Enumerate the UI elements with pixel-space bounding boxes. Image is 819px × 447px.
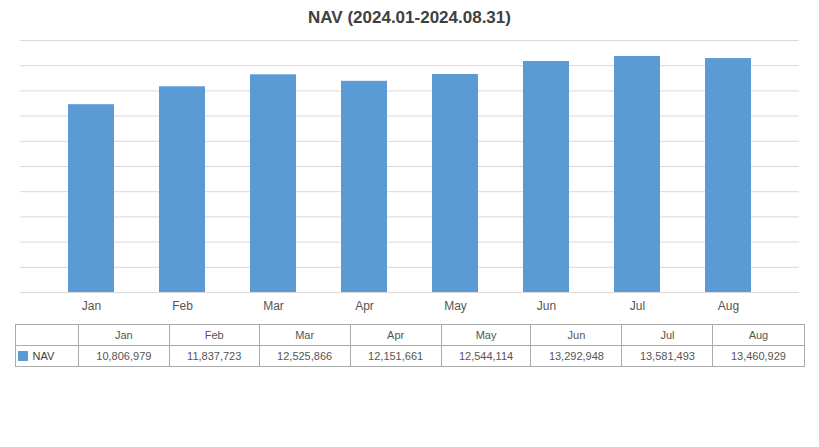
html-text:May: May: [475, 329, 497, 341]
html-text:NAV (2024.01-2024.08.31): NAV (2024.01-2024.08.31): [308, 8, 511, 27]
svg-text:Jul: Jul: [630, 299, 645, 313]
svg-text:May: May: [444, 299, 467, 313]
html-text:13,292,948: 13,292,948: [548, 350, 604, 362]
html-text:12,525,866: 12,525,866: [277, 350, 333, 362]
html-text:Mar: Mar: [295, 329, 315, 341]
svg-text:Jun: Jun: [537, 299, 556, 313]
html-text:Aug: Aug: [748, 329, 769, 341]
html-text:13,581,493: 13,581,493: [639, 350, 695, 362]
html-text:Jul: Jul: [660, 329, 675, 341]
svg-text:Apr: Apr: [355, 299, 374, 313]
html-text:Jun: Jun: [567, 329, 586, 341]
html-text:NAV: NAV: [32, 350, 55, 362]
html-text:12,544,114: 12,544,114: [458, 350, 514, 362]
html-text:Feb: Feb: [204, 329, 224, 341]
svg-text:Aug: Aug: [718, 299, 739, 313]
svg-text:Jan: Jan: [82, 299, 101, 313]
html-text:13,460,929: 13,460,929: [730, 350, 786, 362]
html-text:10,806,979: 10,806,979: [96, 350, 152, 362]
svg-text:Feb: Feb: [172, 299, 193, 313]
svg-text:Mar: Mar: [263, 299, 284, 313]
html-text:Apr: Apr: [387, 329, 405, 341]
html-text:11,837,723: 11,837,723: [187, 350, 242, 362]
html-text:Jan: Jan: [115, 329, 133, 341]
html-text:12,151,661: 12,151,661: [368, 350, 424, 362]
